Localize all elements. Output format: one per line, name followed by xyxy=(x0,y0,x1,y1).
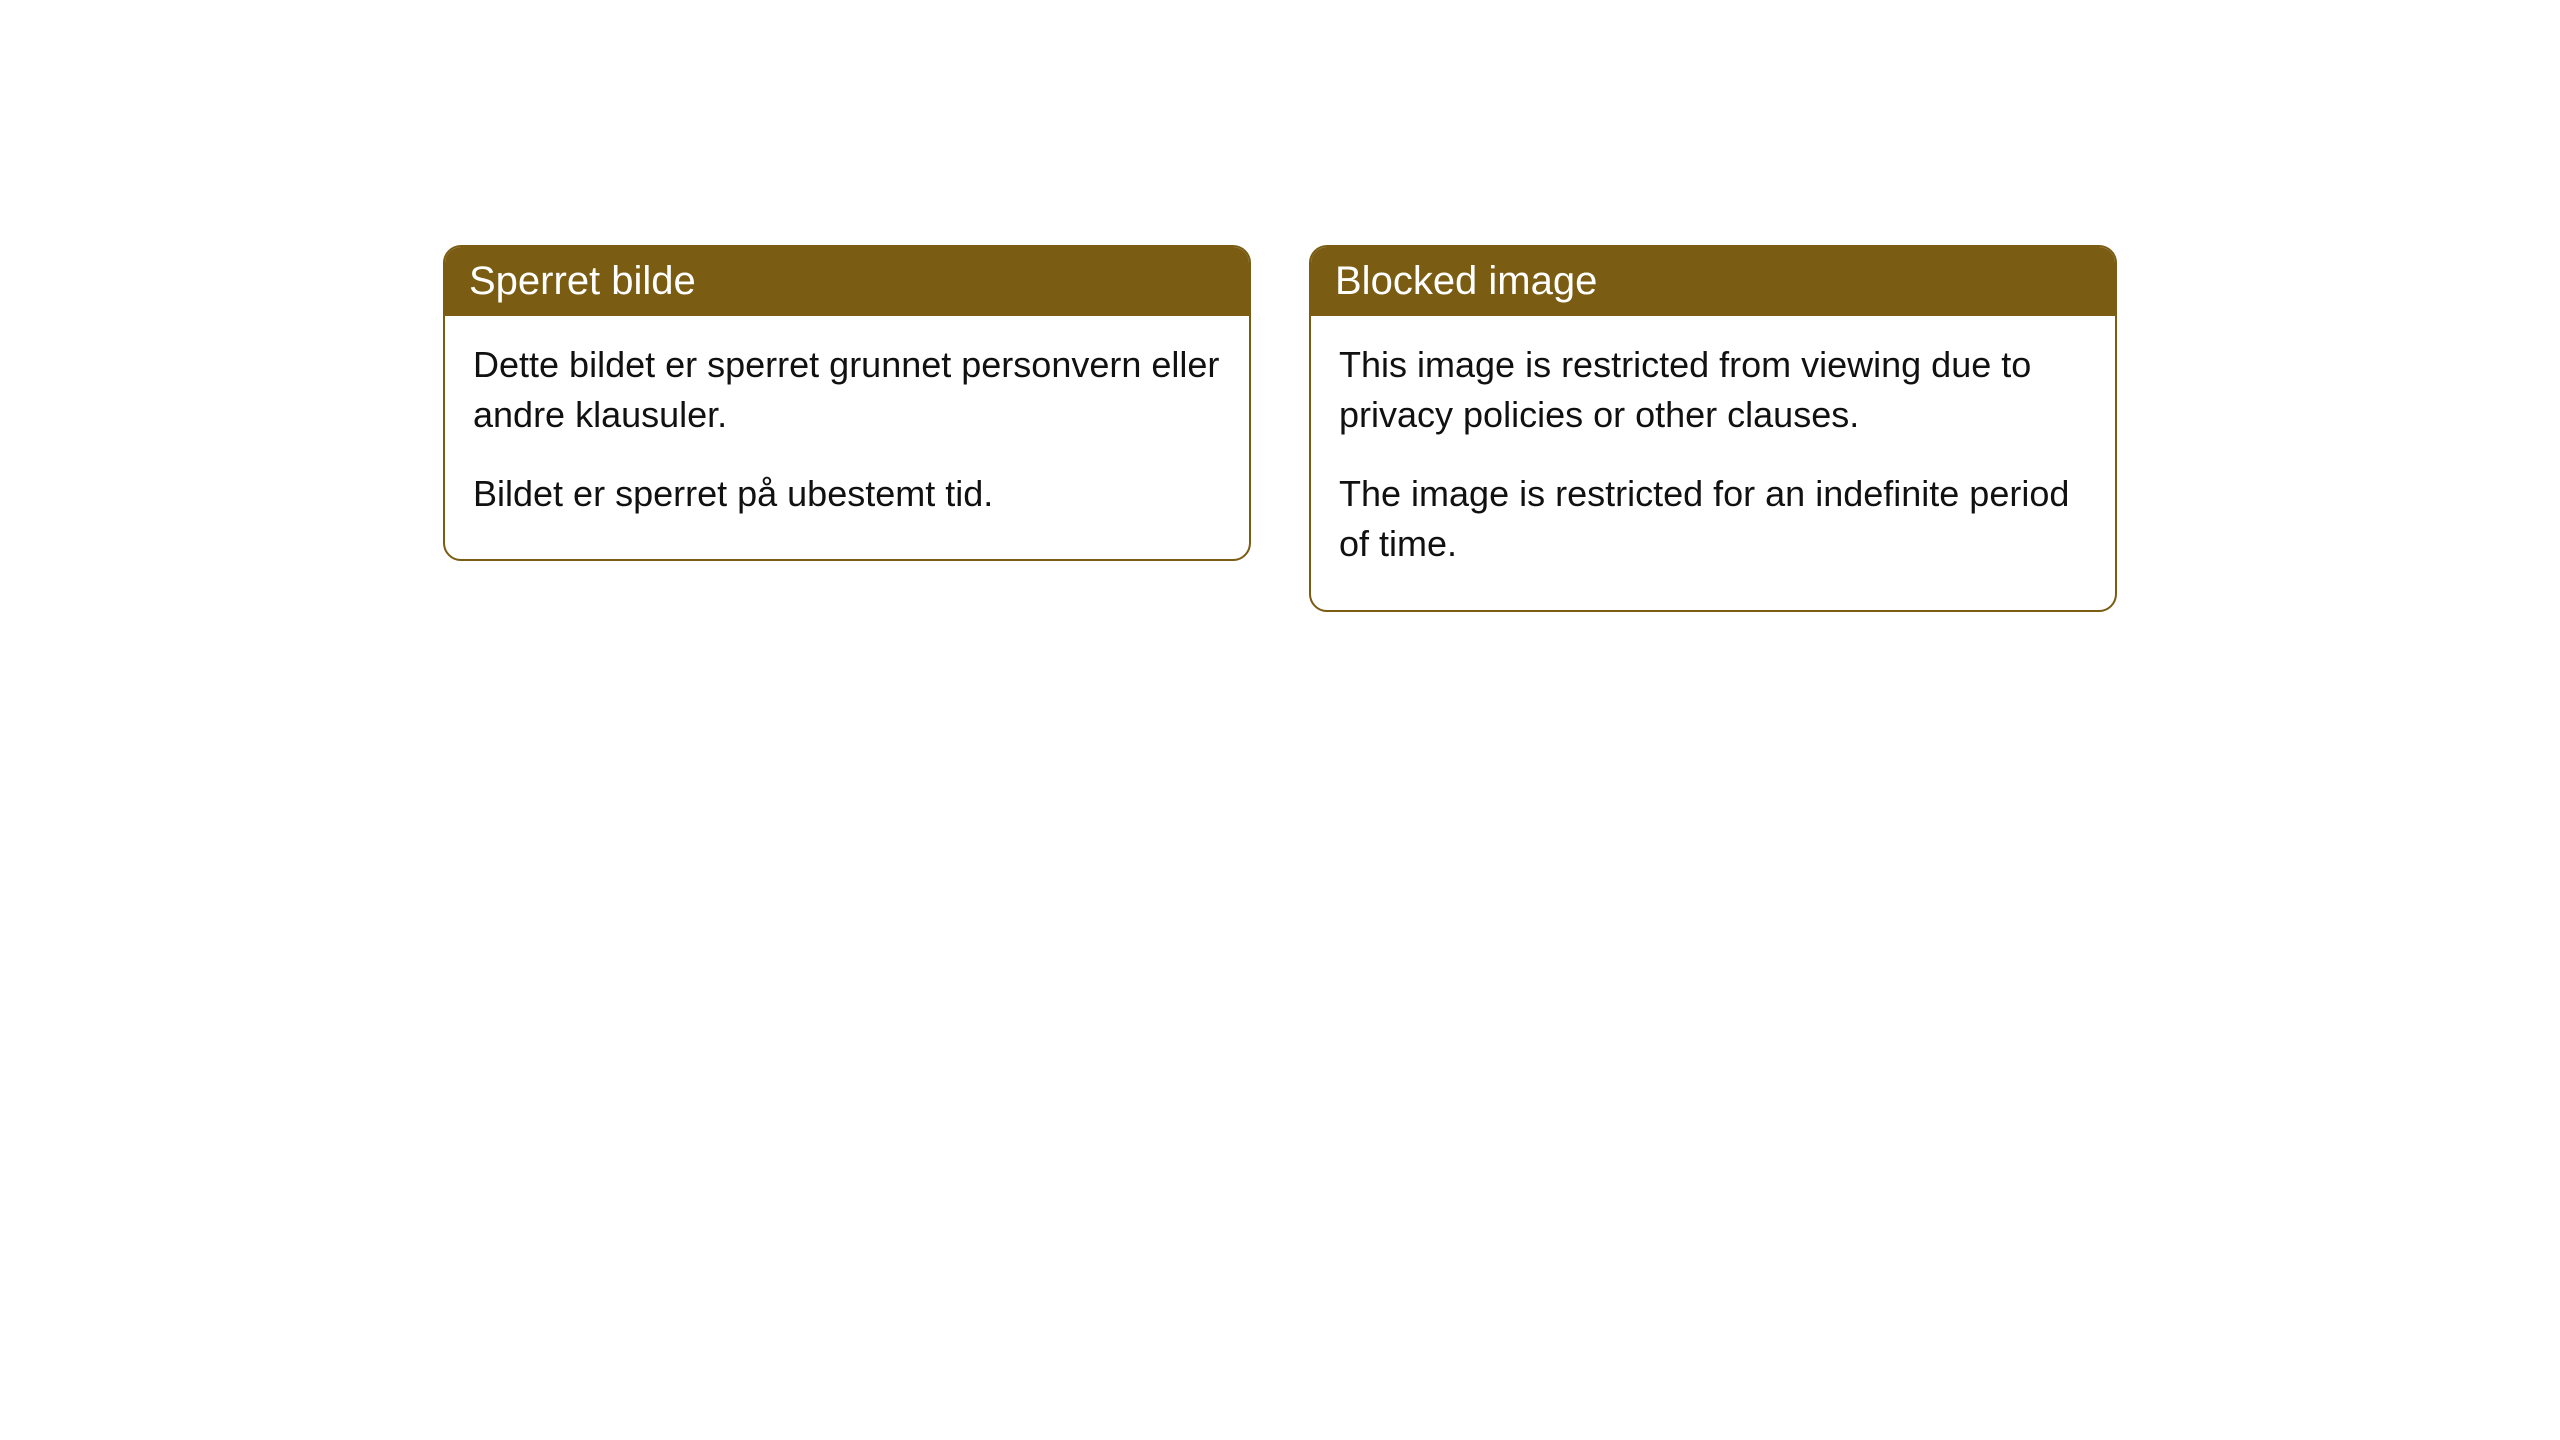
notice-card-norwegian: Sperret bilde Dette bildet er sperret gr… xyxy=(443,245,1251,561)
card-title-english: Blocked image xyxy=(1335,259,1597,303)
card-header-norwegian: Sperret bilde xyxy=(445,247,1249,316)
card-paragraph-2-english: The image is restricted for an indefinit… xyxy=(1339,469,2087,570)
card-body-norwegian: Dette bildet er sperret grunnet personve… xyxy=(445,316,1249,559)
card-body-english: This image is restricted from viewing du… xyxy=(1311,316,2115,610)
notice-cards-container: Sperret bilde Dette bildet er sperret gr… xyxy=(443,245,2117,1440)
notice-card-english: Blocked image This image is restricted f… xyxy=(1309,245,2117,612)
card-header-english: Blocked image xyxy=(1311,247,2115,316)
card-paragraph-1-english: This image is restricted from viewing du… xyxy=(1339,340,2087,441)
card-paragraph-1-norwegian: Dette bildet er sperret grunnet personve… xyxy=(473,340,1221,441)
card-title-norwegian: Sperret bilde xyxy=(469,259,696,303)
card-paragraph-2-norwegian: Bildet er sperret på ubestemt tid. xyxy=(473,469,1221,519)
